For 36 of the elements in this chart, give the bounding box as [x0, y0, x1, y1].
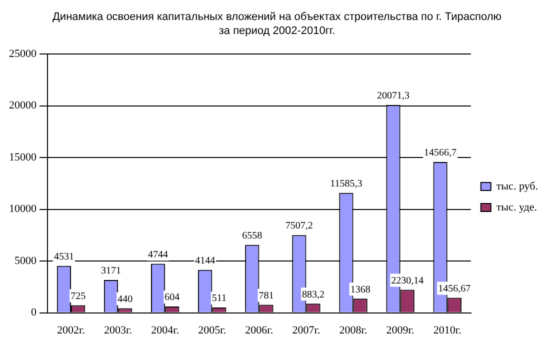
y-tick-label: 15000	[9, 151, 37, 164]
data-label: 4531	[54, 252, 74, 263]
y-tick-label: 0	[31, 306, 37, 319]
y-tick-label: 10000	[9, 203, 37, 216]
x-tick-label: 2005г.	[198, 324, 226, 336]
data-label: 725	[70, 290, 86, 302]
data-label: 781	[258, 290, 274, 302]
data-label: 1368	[350, 284, 370, 296]
data-label: 604	[164, 292, 180, 304]
data-label: 1456,67	[438, 283, 471, 294]
data-label: 3171	[101, 266, 122, 277]
x-tick-label: 2008г.	[339, 324, 368, 336]
x-tick-label: 2009г.	[386, 324, 415, 336]
x-tick-label: 2010г.	[433, 324, 462, 336]
data-label: 2230,14	[391, 275, 424, 286]
data-label: 7507,2	[285, 220, 313, 232]
x-tick-label: 2002г.	[57, 324, 86, 336]
data-label: 11585,3	[330, 178, 362, 190]
chart-title: Динамика освоения капитальных вложений на объектах строительства по г. Тирасполю за период 2002-2010гг.	[51, 10, 503, 38]
data-label: 6558	[242, 230, 262, 242]
x-tick-label: 2007г.	[292, 324, 320, 336]
x-tick-label: 2006г.	[245, 324, 274, 336]
data-label: 4744	[148, 249, 168, 260]
x-tick-label: 2004г.	[151, 324, 180, 336]
data-label: 883,2	[302, 289, 325, 300]
data-label: 4144	[195, 256, 216, 267]
y-tick-label: 25000	[9, 48, 37, 60]
legend-label: тыс. уде.	[496, 201, 538, 214]
legend-label: тыс. руб.	[496, 180, 538, 192]
data-label: 14566,7	[424, 148, 457, 159]
y-tick-label: 5000	[14, 254, 37, 267]
x-tick-label: 2003г.	[104, 324, 132, 336]
data-label: 511	[212, 293, 227, 304]
data-label: 20071,3	[376, 90, 410, 102]
data-label: 440	[118, 294, 133, 305]
y-tick-label: 20000	[9, 100, 37, 112]
